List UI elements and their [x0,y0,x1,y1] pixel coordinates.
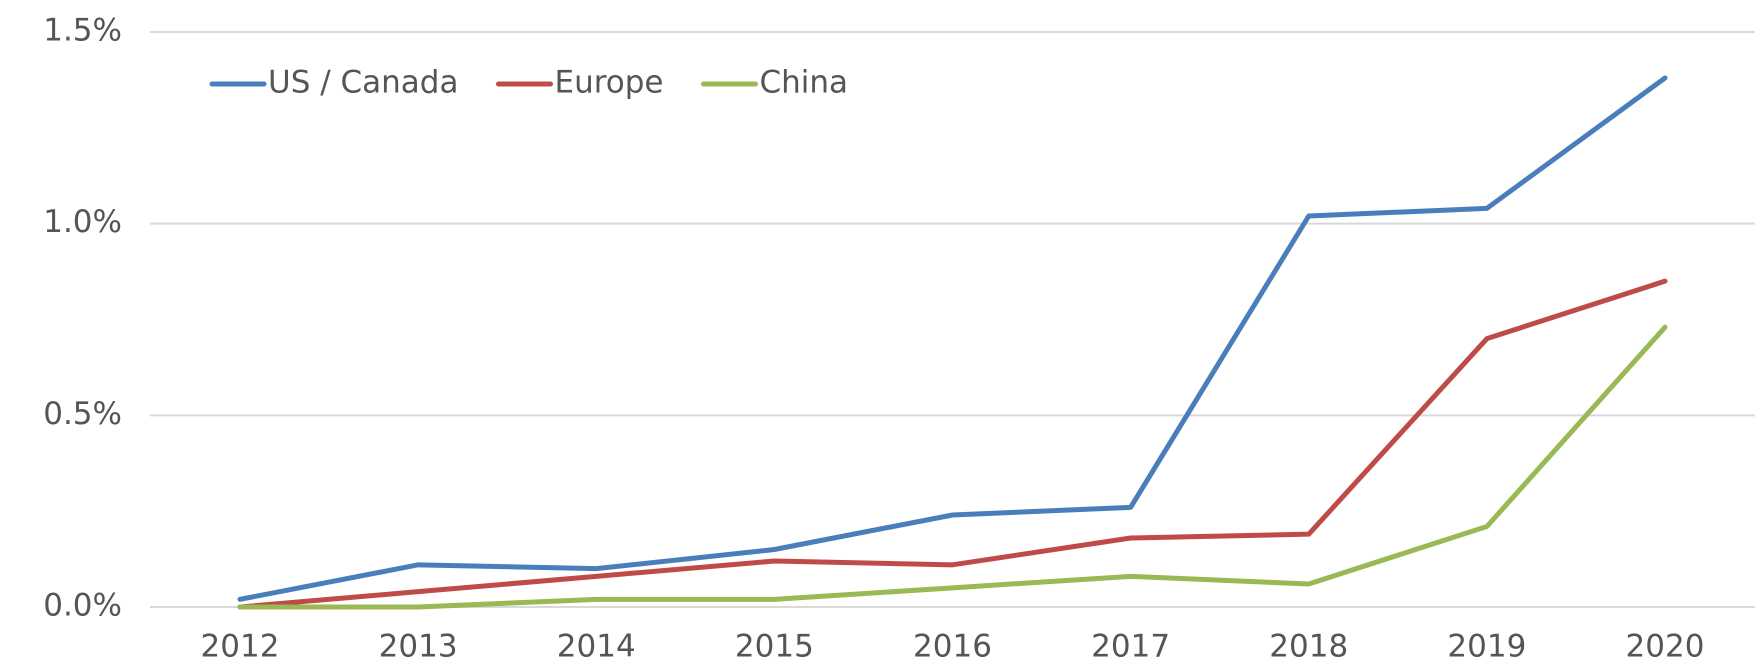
x-tick-label: 2016 [913,629,992,665]
y-tick-label: 0.0% [43,588,122,624]
legend-label: Europe [554,65,663,101]
x-tick-label: 2013 [379,629,458,665]
legend-label: US / Canada [268,65,458,101]
series-line [237,324,1668,610]
series-line [237,75,1668,602]
x-tick-label: 2012 [201,629,280,665]
x-tick-label: 2014 [557,629,636,665]
y-tick-label: 0.5% [43,396,122,432]
y-tick-label: 1.0% [43,204,122,240]
x-tick-label: 2019 [1447,629,1526,665]
x-tick-label: 2017 [1091,629,1170,665]
x-tick-label: 2020 [1626,629,1705,665]
series-line [237,278,1668,610]
x-tick-label: 2018 [1269,629,1348,665]
legend-label: China [760,65,849,101]
y-tick-label: 1.5% [43,13,122,49]
x-tick-label: 2015 [735,629,814,665]
